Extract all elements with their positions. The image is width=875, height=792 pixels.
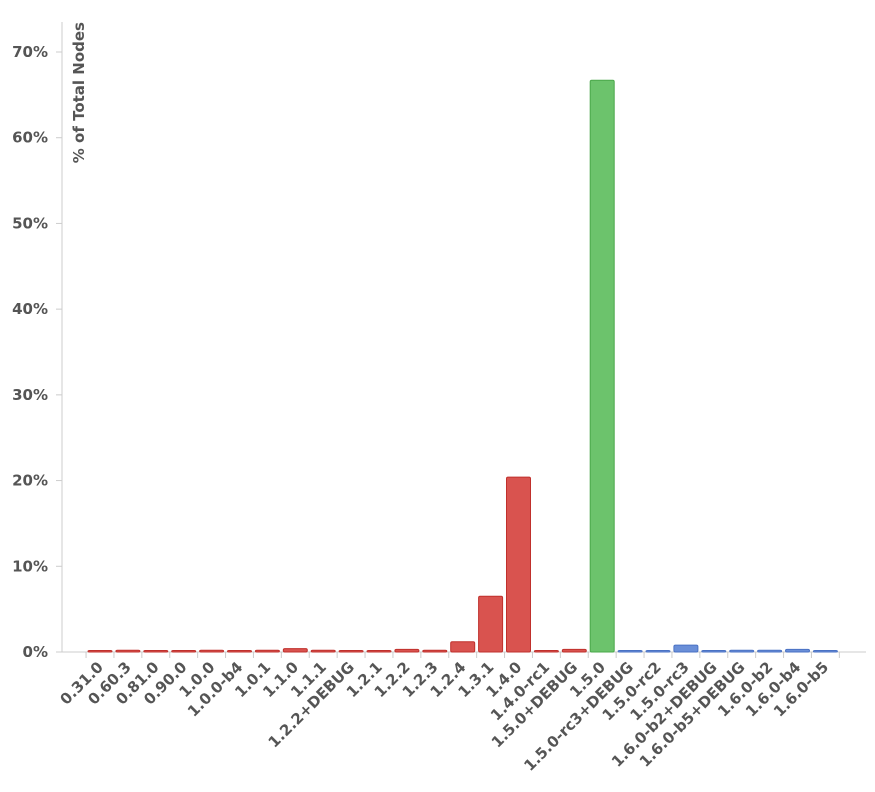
bars (87, 79, 838, 653)
bar (812, 650, 838, 653)
bar (143, 650, 169, 653)
bar (227, 650, 252, 653)
y-tick-label: 40% (12, 300, 48, 318)
y-tick-label: 30% (12, 386, 48, 404)
bar (729, 649, 755, 653)
bar (478, 595, 504, 653)
y-tick-label: 50% (12, 214, 48, 232)
y-tick-label: 10% (12, 557, 48, 575)
bar (757, 649, 783, 653)
bar (506, 476, 531, 653)
bar (673, 644, 699, 653)
bar (366, 650, 392, 653)
y-axis-title: % of Total Nodes (70, 22, 88, 163)
x-axis: 0.31.00.60.30.81.00.90.01.0.01.0.0-b41.0… (57, 651, 866, 775)
y-axis: 0% 10% 20% 30% 40% 50% 60% 70% (12, 22, 63, 661)
bar (87, 650, 113, 653)
bar (533, 650, 559, 653)
bar (645, 650, 671, 653)
bar (450, 641, 476, 653)
bar (310, 649, 336, 653)
y-tick-label: 60% (12, 129, 48, 147)
bar (617, 650, 643, 653)
bar (254, 649, 280, 653)
bar (282, 648, 308, 653)
bar (422, 649, 448, 653)
bar (785, 648, 810, 653)
y-tick-label: 20% (12, 472, 48, 490)
y-tick-label: 70% (12, 43, 48, 61)
bar (589, 79, 615, 653)
bar (701, 650, 727, 653)
bar (561, 648, 587, 653)
y-tick-label: 0% (23, 643, 48, 661)
bar (115, 649, 141, 653)
bar (171, 650, 197, 653)
bar (394, 648, 420, 653)
bar (199, 649, 225, 653)
bar (338, 650, 364, 653)
